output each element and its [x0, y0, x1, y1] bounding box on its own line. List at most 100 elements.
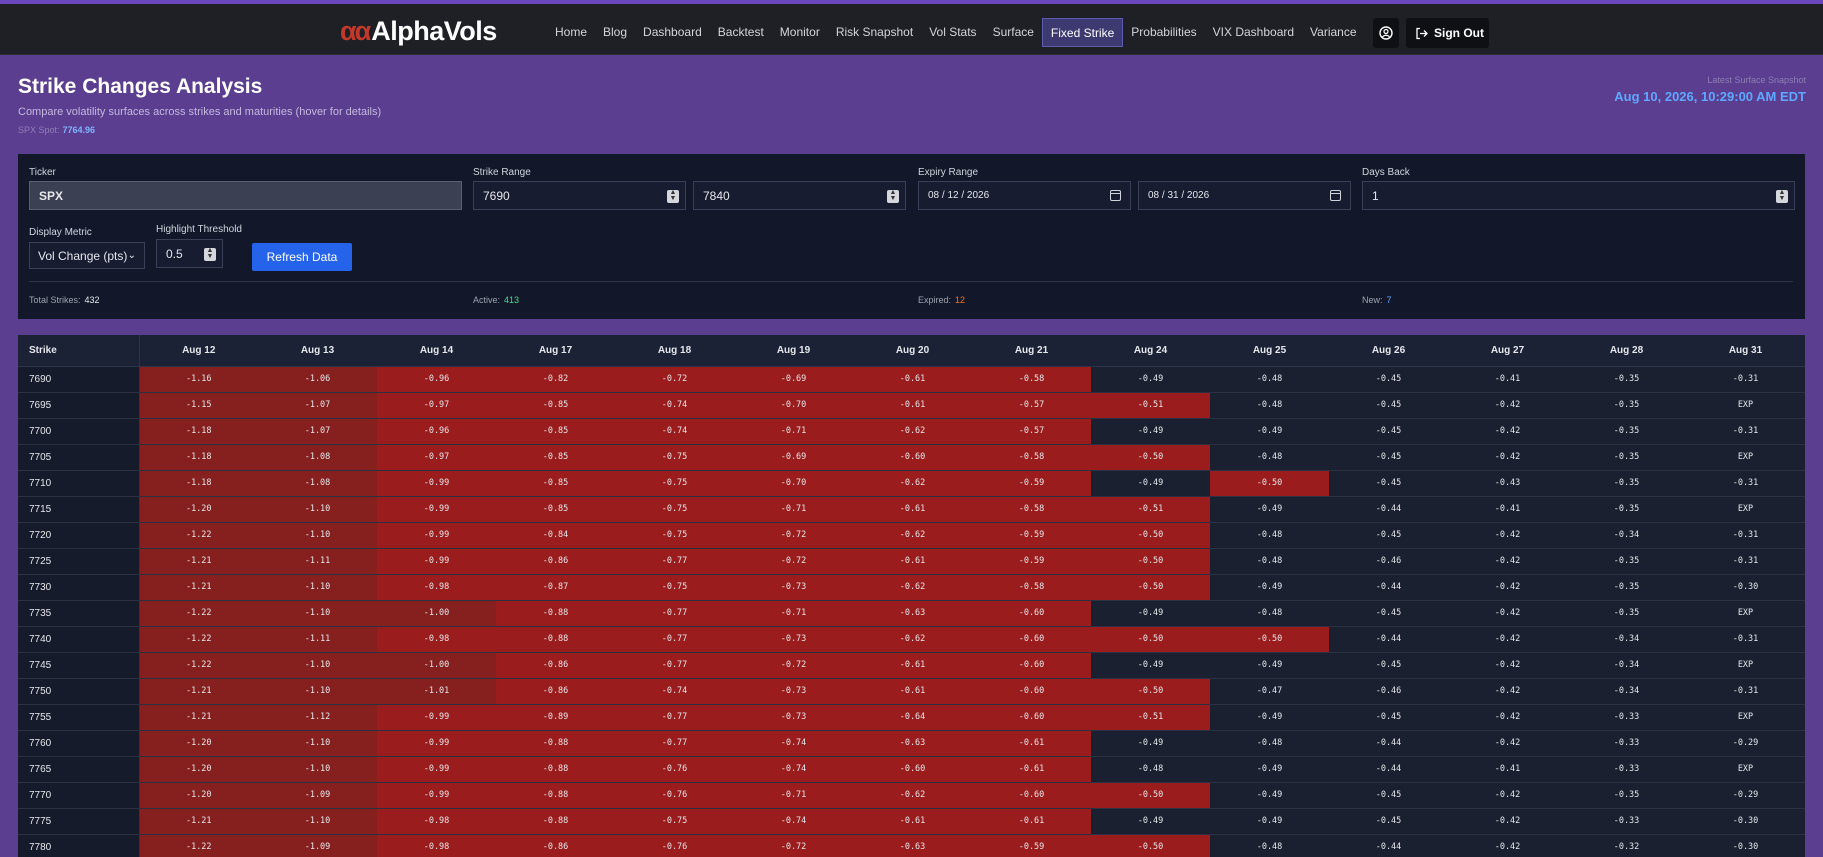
vol-change-cell[interactable]: EXP: [1686, 704, 1805, 731]
vol-change-cell[interactable]: -0.42: [1448, 704, 1567, 731]
vol-change-cell[interactable]: -0.97: [377, 392, 496, 419]
vol-change-cell[interactable]: -0.58: [972, 444, 1091, 471]
vol-change-cell[interactable]: -0.62: [853, 626, 972, 653]
vol-change-cell[interactable]: -0.85: [496, 470, 615, 497]
table-row[interactable]: 7720 -1.22 -1.10 -0.99 -0.84 -0.75 -0.72 -0.62-…: [18, 522, 1805, 549]
sign-out-button[interactable]: Sign Out: [1406, 18, 1489, 48]
vol-change-cell[interactable]: -0.45: [1329, 470, 1448, 497]
table-row[interactable]: 7770 -1.20 -1.09 -0.99 -0.88 -0.76 -0.71 -0.62-…: [18, 782, 1805, 809]
vol-change-cell[interactable]: -0.60: [853, 444, 972, 471]
vol-change-cell[interactable]: -0.34: [1567, 626, 1686, 653]
vol-change-cell[interactable]: -1.22: [139, 522, 258, 549]
vol-change-cell[interactable]: -1.21: [139, 678, 258, 705]
vol-change-cell[interactable]: -0.86: [496, 548, 615, 575]
vol-change-cell[interactable]: -0.42: [1448, 574, 1567, 601]
vol-change-cell[interactable]: -0.49: [1091, 418, 1210, 445]
refresh-data-button[interactable]: Refresh Data: [252, 243, 352, 271]
vol-change-cell[interactable]: -0.99: [377, 756, 496, 783]
vol-change-cell[interactable]: -0.86: [496, 678, 615, 705]
vol-change-cell[interactable]: -0.45: [1329, 418, 1448, 445]
vol-change-cell[interactable]: -0.71: [734, 496, 853, 523]
vol-change-cell[interactable]: -0.60: [972, 704, 1091, 731]
vol-change-cell[interactable]: -0.42: [1448, 444, 1567, 471]
table-row[interactable]: 7730 -1.21 -1.10 -0.98 -0.87 -0.75 -0.73 -0.62-…: [18, 574, 1805, 601]
vol-change-cell[interactable]: -0.33: [1567, 808, 1686, 835]
table-row[interactable]: 7705 -1.18 -1.08 -0.97 -0.85 -0.75 -0.69 -0.60-…: [18, 444, 1805, 471]
vol-change-cell[interactable]: -1.10: [258, 756, 377, 783]
vol-change-cell[interactable]: -0.48: [1210, 834, 1329, 857]
vol-change-cell[interactable]: -0.71: [734, 600, 853, 627]
calendar-icon[interactable]: [1110, 190, 1121, 201]
vol-change-cell[interactable]: -0.60: [972, 652, 1091, 679]
vol-change-cell[interactable]: -0.98: [377, 626, 496, 653]
vol-change-cell[interactable]: -0.82: [496, 366, 615, 393]
nav-item-blog[interactable]: Blog: [603, 25, 628, 39]
vol-change-cell[interactable]: -0.50: [1091, 522, 1210, 549]
vol-change-cell[interactable]: -0.73: [734, 678, 853, 705]
vol-change-cell[interactable]: -0.45: [1329, 366, 1448, 393]
vol-change-cell[interactable]: -0.76: [615, 756, 734, 783]
vol-change-cell[interactable]: -0.63: [853, 600, 972, 627]
vol-change-cell[interactable]: -0.50: [1091, 626, 1210, 653]
vol-change-cell[interactable]: -0.73: [734, 574, 853, 601]
vol-change-cell[interactable]: -0.49: [1210, 652, 1329, 679]
vol-change-cell[interactable]: -0.41: [1448, 366, 1567, 393]
vol-change-cell[interactable]: -0.75: [615, 496, 734, 523]
vol-change-cell[interactable]: -1.07: [258, 418, 377, 445]
strike-max-input[interactable]: 7840 ▲ ▼: [693, 181, 906, 210]
vol-change-cell[interactable]: -0.33: [1567, 730, 1686, 757]
vol-change-cell[interactable]: -0.50: [1091, 444, 1210, 471]
vol-change-cell[interactable]: -1.10: [258, 652, 377, 679]
vol-change-cell[interactable]: -1.10: [258, 678, 377, 705]
vol-change-cell[interactable]: -0.58: [972, 496, 1091, 523]
vol-change-cell[interactable]: -0.45: [1329, 600, 1448, 627]
vol-change-cell[interactable]: EXP: [1686, 444, 1805, 471]
vol-change-cell[interactable]: -0.98: [377, 834, 496, 857]
vol-change-cell[interactable]: -0.85: [496, 418, 615, 445]
vol-change-cell[interactable]: -0.31: [1686, 522, 1805, 549]
threshold-input[interactable]: 0.5 ▲ ▼: [156, 239, 223, 268]
strike-min-input[interactable]: 7690 ▲ ▼: [473, 181, 686, 210]
vol-change-cell[interactable]: -1.16: [139, 366, 258, 393]
vol-change-cell[interactable]: -0.72: [734, 652, 853, 679]
vol-change-cell[interactable]: -0.49: [1091, 730, 1210, 757]
vol-change-cell[interactable]: -0.49: [1091, 652, 1210, 679]
vol-change-cell[interactable]: -0.49: [1210, 782, 1329, 809]
vol-change-cell[interactable]: -0.77: [615, 600, 734, 627]
vol-change-cell[interactable]: -1.06: [258, 366, 377, 393]
table-row[interactable]: 7715 -1.20 -1.10 -0.99 -0.85 -0.75 -0.71 -0.61-…: [18, 496, 1805, 523]
vol-change-cell[interactable]: -0.57: [972, 418, 1091, 445]
table-row[interactable]: 7750 -1.21 -1.10 -1.01 -0.86 -0.74 -0.73 -0.61-…: [18, 678, 1805, 705]
vol-change-cell[interactable]: EXP: [1686, 392, 1805, 419]
vol-change-cell[interactable]: -0.77: [615, 626, 734, 653]
ticker-input[interactable]: SPX: [29, 181, 462, 210]
vol-change-cell[interactable]: -0.45: [1329, 392, 1448, 419]
table-row[interactable]: 7780 -1.22 -1.09 -0.98 -0.86 -0.76 -0.72 -0.63-…: [18, 834, 1805, 857]
vol-change-cell[interactable]: -0.69: [734, 366, 853, 393]
vol-change-cell[interactable]: -0.98: [377, 574, 496, 601]
vol-change-cell[interactable]: -1.22: [139, 600, 258, 627]
vol-change-cell[interactable]: -0.49: [1091, 808, 1210, 835]
vol-change-cell[interactable]: -1.22: [139, 626, 258, 653]
vol-change-cell[interactable]: -0.61: [853, 808, 972, 835]
vol-change-cell[interactable]: -0.77: [615, 548, 734, 575]
vol-change-cell[interactable]: -1.09: [258, 782, 377, 809]
vol-change-cell[interactable]: -1.08: [258, 470, 377, 497]
vol-change-cell[interactable]: -0.48: [1210, 444, 1329, 471]
spinner-icon[interactable]: ▲ ▼: [887, 189, 899, 203]
vol-change-cell[interactable]: -0.61: [853, 548, 972, 575]
nav-item-vix-dashboard[interactable]: VIX Dashboard: [1212, 25, 1295, 39]
vol-change-cell[interactable]: -0.72: [734, 548, 853, 575]
vol-change-cell[interactable]: -0.99: [377, 496, 496, 523]
vol-change-cell[interactable]: -0.44: [1329, 574, 1448, 601]
vol-change-cell[interactable]: -0.45: [1329, 808, 1448, 835]
vol-change-cell[interactable]: -0.61: [853, 392, 972, 419]
vol-change-cell[interactable]: -0.61: [853, 678, 972, 705]
vol-change-cell[interactable]: -0.87: [496, 574, 615, 601]
vol-change-cell[interactable]: -1.21: [139, 704, 258, 731]
vol-change-cell[interactable]: -0.74: [615, 418, 734, 445]
nav-item-dashboard[interactable]: Dashboard: [643, 25, 702, 39]
vol-change-cell[interactable]: -0.99: [377, 522, 496, 549]
vol-change-cell[interactable]: -0.77: [615, 704, 734, 731]
vol-change-cell[interactable]: -0.33: [1567, 704, 1686, 731]
